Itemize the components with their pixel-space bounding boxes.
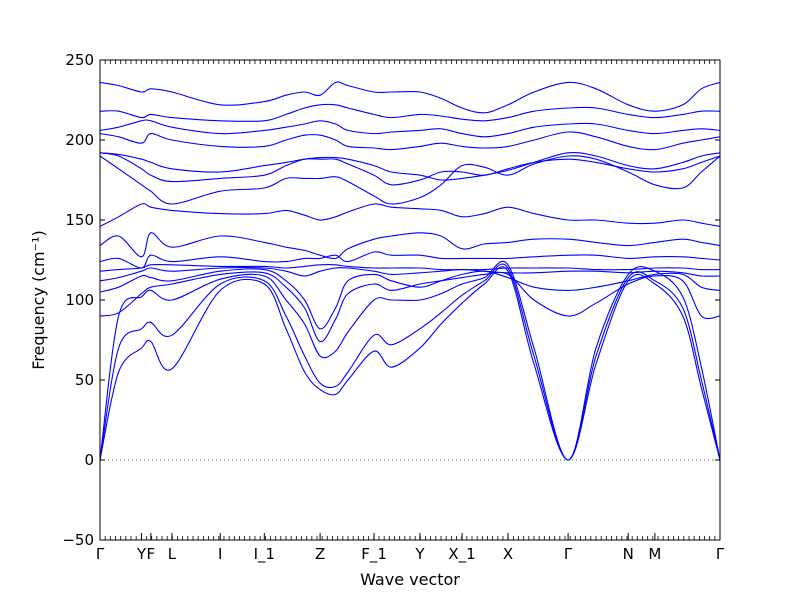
branch-line-7 <box>100 263 720 272</box>
branch-line-14 <box>100 131 720 151</box>
branch-line-9 <box>100 232 720 260</box>
x-tick-label: Y <box>136 545 147 563</box>
y-tick-label: 200 <box>65 131 94 149</box>
plot-area <box>100 81 720 461</box>
y-tick-label: −50 <box>62 531 94 549</box>
branch-line-4 <box>100 271 720 343</box>
branch-line-5 <box>100 268 720 330</box>
branch-line-15 <box>100 119 720 138</box>
y-tick-label: 150 <box>65 211 94 229</box>
branch-line-13 <box>100 151 720 181</box>
x-tick-label: L <box>168 545 177 563</box>
x-axis-label: Wave vector <box>360 570 460 589</box>
branch-line-17 <box>100 81 720 114</box>
branch-line-11 <box>100 155 720 205</box>
branch-line-8 <box>100 251 720 269</box>
branch-line-10 <box>100 203 720 227</box>
branch-line-12 <box>100 152 720 186</box>
x-tick-label: I <box>218 545 222 563</box>
x-tick-label: N <box>623 545 634 563</box>
x-tick-label: Γ <box>564 545 573 563</box>
y-tick-label: 250 <box>65 51 94 69</box>
x-tick-label: Y <box>414 545 425 563</box>
x-tick-label: M <box>648 545 661 563</box>
branch-line-16 <box>100 103 720 122</box>
x-tick-label: X_1 <box>448 545 475 564</box>
y-tick-label: 100 <box>65 291 94 309</box>
y-tick-label: 50 <box>75 371 94 389</box>
y-tick-label: 0 <box>84 451 94 469</box>
x-tick-label: Γ <box>716 545 725 563</box>
x-tick-label: F <box>147 545 156 563</box>
x-tick-label: Z <box>315 545 325 563</box>
branch-line-2 <box>100 263 720 461</box>
series-group <box>100 81 720 461</box>
x-tick-label: F_1 <box>361 545 387 564</box>
branch-line-1 <box>100 266 720 461</box>
branch-line-6 <box>100 267 720 282</box>
x-tick-label: Γ <box>96 545 105 563</box>
x-tick-label: I_1 <box>254 545 275 564</box>
y-axis-label: Frequency (cm⁻¹) <box>29 230 48 369</box>
x-tick-label: X <box>503 545 513 563</box>
